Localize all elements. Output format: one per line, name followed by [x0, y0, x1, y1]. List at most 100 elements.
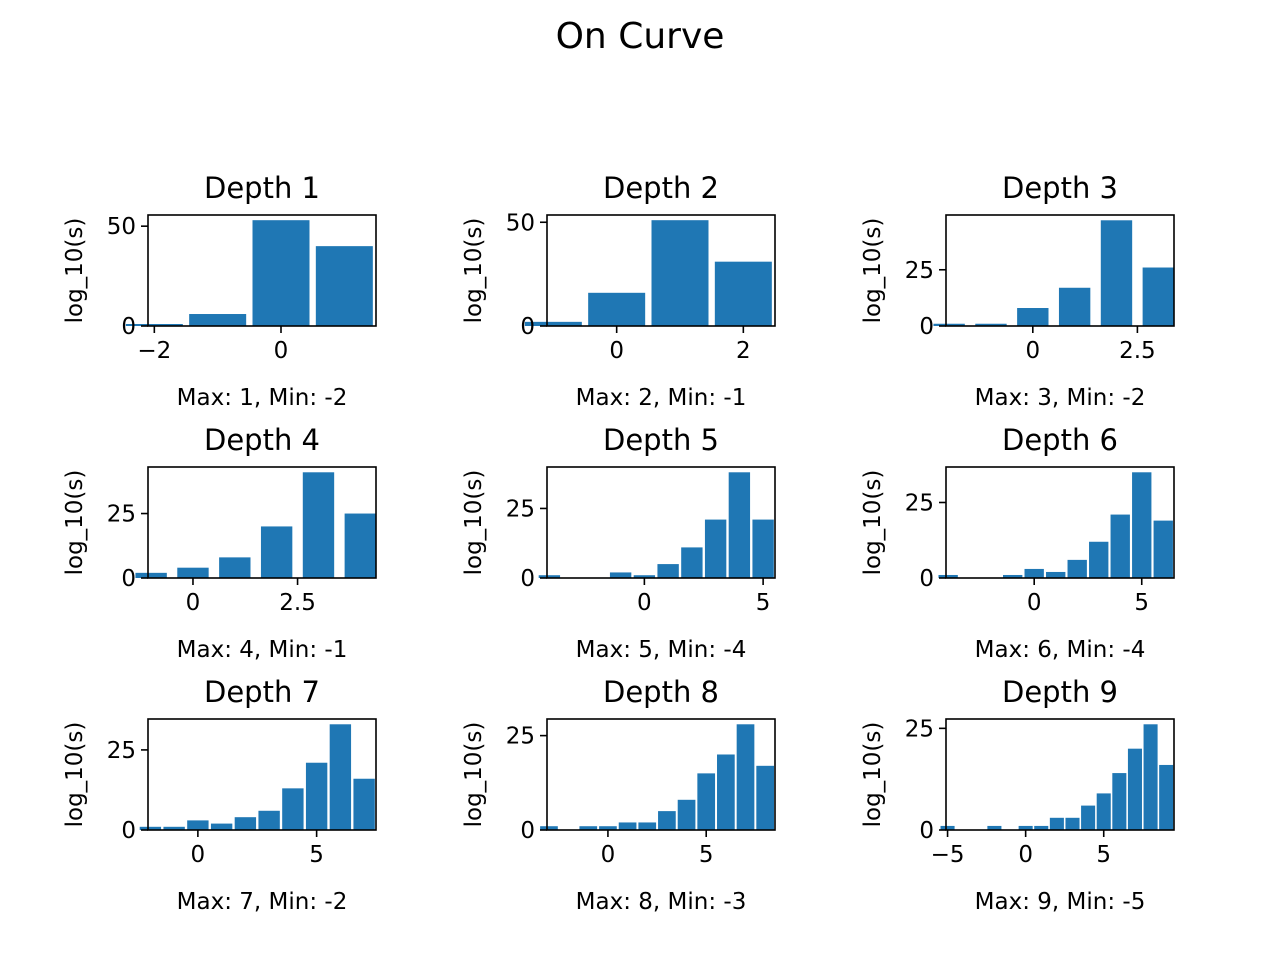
y-tick-label: 25: [506, 496, 535, 522]
x-tick-label: 2.5: [279, 590, 316, 616]
axes-frame: [147, 214, 377, 327]
bar: [579, 826, 598, 830]
bar: [260, 526, 293, 578]
x-tick-label: 0: [274, 338, 289, 364]
bar: [940, 825, 955, 830]
bar: [1112, 773, 1127, 830]
bar: [1143, 724, 1158, 830]
x-tick-label: 5: [1096, 842, 1111, 868]
bar: [125, 324, 183, 326]
x-tick-label: 5: [1134, 590, 1149, 616]
y-tick-label: 25: [107, 502, 136, 528]
bar: [756, 765, 775, 830]
y-tick-label: 25: [905, 716, 934, 742]
axes-frame: [546, 718, 776, 831]
bar: [633, 575, 656, 578]
bar: [210, 823, 233, 830]
y-axis-label: log_10(s): [860, 218, 886, 324]
x-tick-label: 0: [1027, 590, 1042, 616]
y-tick-label: 0: [121, 566, 136, 592]
subplot-title: Depth 1: [204, 171, 320, 205]
x-axis-label: Max: 4, Min: -1: [177, 637, 348, 663]
axes-frame: [147, 466, 377, 579]
y-tick-label: 50: [506, 210, 535, 236]
subplot-depth-3: 0 2.5 0 25 Depth 3 Max: 3, Min: -2 log_10(s): [860, 171, 1175, 411]
x-tick-label: 0: [186, 590, 201, 616]
bar: [135, 572, 167, 578]
x-tick-label: 2.5: [1119, 338, 1156, 364]
bar: [987, 825, 1002, 830]
bar: [1067, 559, 1087, 578]
bar: [1132, 472, 1152, 578]
subplot-title: Depth 9: [1002, 675, 1118, 709]
bar: [1100, 220, 1133, 326]
bar: [1153, 520, 1173, 578]
bar: [1049, 817, 1064, 830]
y-axis-label: log_10(s): [461, 470, 487, 576]
y-axis-label: log_10(s): [62, 470, 88, 576]
axes-frame: [147, 718, 377, 831]
x-tick-label: 0: [601, 842, 616, 868]
bar: [1024, 568, 1044, 578]
axes-frame: [945, 718, 1175, 831]
bar: [1159, 764, 1174, 830]
x-axis-label: Max: 6, Min: -4: [975, 637, 1146, 663]
bar: [618, 822, 637, 830]
y-axis-label: log_10(s): [62, 218, 88, 324]
y-tick-label: 25: [107, 738, 136, 764]
bar: [1142, 267, 1174, 326]
x-axis-label: Max: 3, Min: -2: [975, 385, 1146, 411]
bar: [1017, 308, 1049, 326]
y-tick-label: 0: [919, 818, 934, 844]
bar: [609, 572, 632, 578]
bar: [1018, 825, 1033, 830]
bar: [1081, 805, 1096, 830]
bar: [728, 472, 751, 578]
bar: [681, 547, 703, 578]
subplot-depth-4: 0 2.5 0 25 Depth 4 Max: 4, Min: -1 log_10(s): [62, 423, 377, 663]
bar: [189, 314, 247, 326]
axes-frame: [945, 466, 1175, 579]
subplot-depth-6: 0 5 0 25 Depth 6 Max: 6, Min: -4 log_10(s): [860, 423, 1175, 663]
bar: [258, 810, 280, 830]
bar: [252, 220, 310, 326]
bar: [353, 778, 375, 830]
x-axis-label: Max: 2, Min: -1: [576, 385, 747, 411]
y-tick-label: 0: [919, 566, 934, 592]
bar: [302, 472, 335, 578]
bar: [1065, 817, 1080, 830]
subplot-title: Depth 5: [603, 423, 719, 457]
bar: [736, 724, 755, 830]
bar: [658, 811, 676, 830]
x-tick-label: 0: [1025, 338, 1040, 364]
y-tick-label: 25: [905, 490, 934, 516]
x-axis-label: Max: 9, Min: -5: [975, 889, 1146, 915]
y-tick-label: 25: [905, 258, 934, 284]
bar: [540, 826, 558, 830]
bar: [1058, 287, 1091, 326]
y-tick-label: 50: [107, 214, 136, 240]
bar: [234, 817, 257, 830]
y-axis-label: log_10(s): [461, 218, 487, 324]
x-tick-label: 0: [637, 590, 652, 616]
subplot-title: Depth 2: [603, 171, 719, 205]
figure-title: On Curve: [556, 16, 725, 57]
bar: [704, 519, 727, 578]
x-tick-label: 0: [609, 338, 624, 364]
x-axis-label: Max: 1, Min: -2: [177, 385, 348, 411]
axes-frame: [546, 214, 776, 327]
bar: [1127, 748, 1142, 830]
bar: [344, 513, 376, 578]
bar: [657, 564, 679, 578]
bar: [1096, 793, 1111, 830]
bar: [1003, 574, 1023, 578]
bar: [1089, 541, 1109, 578]
bar: [187, 820, 209, 830]
y-tick-label: 0: [520, 818, 535, 844]
y-axis-label: log_10(s): [62, 722, 88, 828]
bar: [1046, 571, 1066, 578]
bar: [752, 519, 774, 578]
